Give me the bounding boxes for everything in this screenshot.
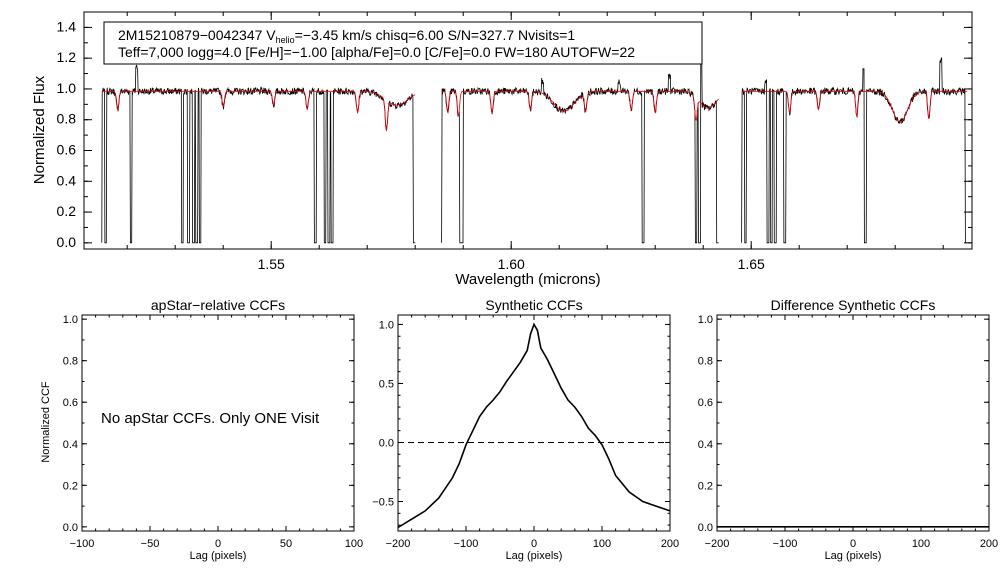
x-tick-label: −100	[773, 538, 798, 550]
synthetic-ccf-panel: −200 −100 0 100 200 −0.5 0.0 0.5 1.0 Synthetic C…	[372, 297, 679, 562]
x-tick-label: 100	[912, 538, 930, 550]
y-tick-label: 0.4	[698, 439, 713, 451]
difference-ccf-xlabel: Lag (pixels)	[825, 550, 882, 562]
y-tick-label: 0.6	[698, 397, 713, 409]
model-spectrum-line	[441, 90, 719, 121]
x-tick-label: 0	[215, 538, 221, 550]
spectrum-xlabel: Wavelength (microns)	[455, 271, 600, 288]
x-tick-label: 200	[980, 538, 998, 550]
info-line-2: Teff=7,000 logg=4.0 [Fe/H]=−1.00 [alpha/…	[118, 44, 635, 60]
apstar-ccf-title: apStar−relative CCFs	[151, 297, 285, 313]
apstar-ccf-ticks: −100 −50 0 50 100 0.0 0.2 0.4 0.6 0.8 1.0	[63, 314, 363, 550]
y-tick-label: 0.4	[57, 172, 77, 188]
x-tick-label: 1.60	[498, 256, 525, 272]
y-tick-label: 0.4	[63, 439, 78, 451]
y-tick-label: 0.0	[379, 437, 394, 449]
difference-ccf-ticks: −200 −100 0 100 200 0.0 0.2 0.4 0.6 0.8 1.0	[698, 314, 998, 550]
y-tick-label: 0.8	[57, 111, 77, 127]
y-tick-label: 0.8	[698, 356, 713, 368]
x-tick-label: −200	[705, 538, 730, 550]
y-tick-label: 1.2	[57, 49, 77, 65]
x-tick-label: 50	[280, 538, 292, 550]
x-tick-label: 0	[850, 538, 856, 550]
x-tick-label: −100	[70, 538, 95, 550]
observed-spectrum-line	[441, 45, 719, 244]
info-line-1: 2M15210879−0042347 Vhelio=−3.45 km/s chi…	[118, 27, 575, 45]
apstar-ccf-xlabel: Lag (pixels)	[190, 550, 247, 562]
synthetic-ccf-xlabel: Lag (pixels)	[506, 550, 563, 562]
y-tick-label: 0.6	[63, 397, 78, 409]
y-tick-label: −0.5	[372, 496, 394, 508]
difference-ccf-panel: −200 −100 0 100 200 0.0 0.2 0.4 0.6 0.8 1.0 Differ…	[698, 297, 998, 562]
apstar-ccf-annotation: No apStar CCFs. Only ONE Visit	[101, 410, 320, 427]
x-tick-label: 1.55	[258, 256, 285, 272]
spectrum-ticks: 1.55 1.60 1.65 0.0 0.2 0.4 0.6 0.8 1.0 1.2 1.4	[57, 11, 972, 272]
y-tick-label: 1.0	[63, 314, 78, 326]
y-tick-label: 0.2	[57, 203, 77, 219]
synthetic-ccf-line	[397, 322, 671, 529]
y-tick-label: 1.0	[379, 319, 394, 331]
x-tick-label: 1.65	[738, 256, 765, 272]
y-tick-label: 0.5	[379, 378, 394, 390]
info-box-border	[103, 21, 703, 65]
y-tick-label: 0.0	[698, 522, 713, 534]
x-tick-label: −100	[454, 538, 479, 550]
x-tick-label: 0	[531, 538, 537, 550]
y-tick-label: 0.6	[57, 142, 77, 158]
synthetic-ccf-title: Synthetic CCFs	[485, 297, 582, 313]
model-spectrum-line	[101, 90, 416, 132]
model-spectrum-line	[741, 90, 968, 123]
observed-spectrum-line	[741, 57, 968, 244]
x-tick-label: 100	[345, 538, 363, 550]
y-tick-label: 0.2	[63, 480, 78, 492]
x-tick-label: 100	[593, 538, 611, 550]
y-tick-label: 0.0	[63, 522, 78, 534]
y-tick-label: 1.4	[57, 18, 77, 34]
y-tick-label: 1.0	[57, 80, 77, 96]
y-tick-label: 0.0	[57, 234, 77, 250]
spectrum-ylabel: Normalized Flux	[31, 75, 48, 184]
spectrum-data	[101, 45, 968, 244]
x-tick-label: 200	[661, 538, 679, 550]
apstar-ccf-ylabel: Normalized CCF	[40, 381, 52, 463]
y-tick-label: 0.2	[698, 480, 713, 492]
y-tick-label: 1.0	[698, 314, 713, 326]
difference-ccf-title: Difference Synthetic CCFs	[771, 297, 936, 313]
apstar-ccf-panel: −100 −50 0 50 100 0.0 0.2 0.4 0.6 0.8 1.0 apStar−r…	[40, 297, 363, 562]
synthetic-ccf-data	[397, 322, 671, 529]
synthetic-ccf-ticks: −200 −100 0 100 200 −0.5 0.0 0.5 1.0	[372, 315, 679, 550]
spectrum-info-box: 2M15210879−0042347 Vhelio=−3.45 km/s chi…	[103, 21, 703, 65]
x-tick-label: −200	[386, 538, 411, 550]
spectrum-panel: 1.55 1.60 1.65 0.0 0.2 0.4 0.6 0.8 1.0 1.2 1.4 2M1…	[31, 11, 973, 288]
spectrum-plot-frame	[83, 11, 973, 250]
y-tick-label: 0.8	[63, 356, 78, 368]
difference-ccf-frame	[716, 314, 990, 532]
x-tick-label: −50	[141, 538, 160, 550]
